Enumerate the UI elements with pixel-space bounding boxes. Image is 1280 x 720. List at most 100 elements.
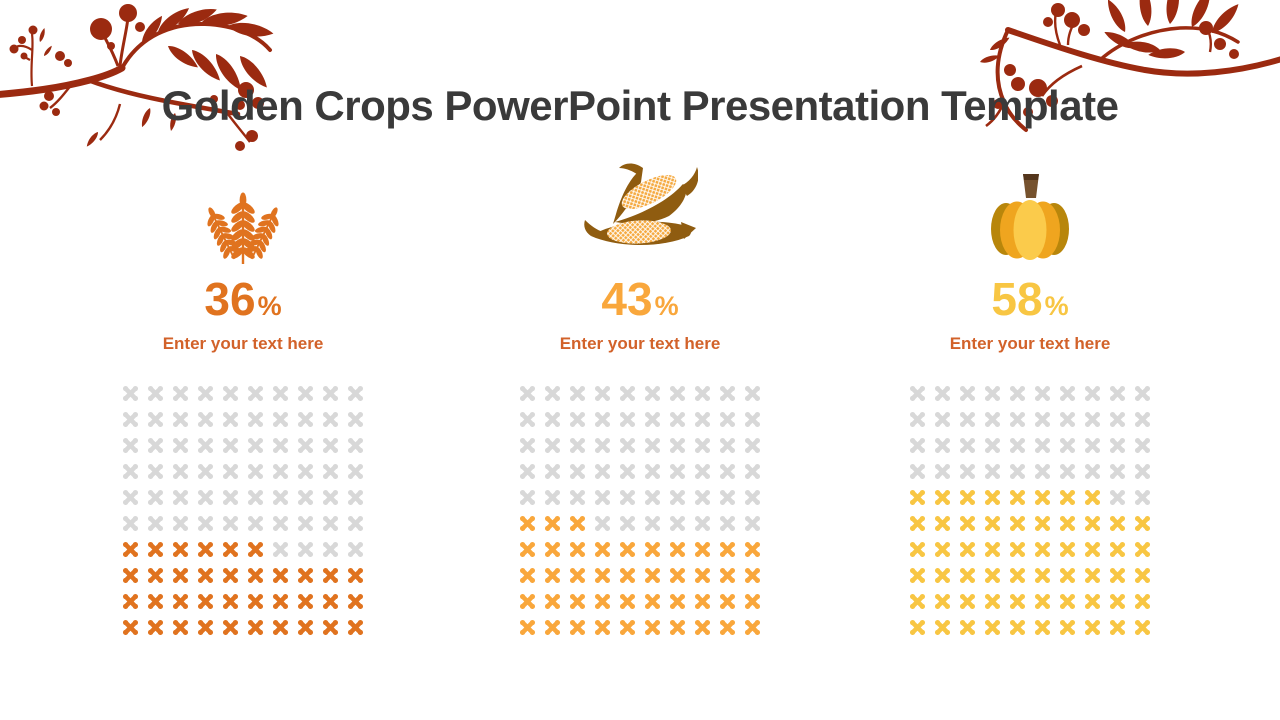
waffle-cell-filled [220,539,241,560]
waffle-cell-filled [982,591,1003,612]
waffle-cell-empty [542,487,563,508]
waffle-cell-filled [567,565,588,586]
waffle-cell-empty [295,435,316,456]
waffle-cell-empty [1132,487,1153,508]
waffle-cell-filled [517,565,538,586]
waffle-cell-filled [1057,513,1078,534]
waffle-cell-filled [667,565,688,586]
waffle-cell-filled [245,591,266,612]
waffle-cell-empty [1082,435,1103,456]
waffle-cell-filled [320,617,341,638]
waffle-cell-empty [345,383,366,404]
waffle-cell-filled [1132,539,1153,560]
waffle-cell-empty [642,461,663,482]
waffle-cell-empty [617,409,638,430]
waffle-cell-empty [692,487,713,508]
waffle-cell-filled [1007,487,1028,508]
waffle-cell-empty [592,409,613,430]
waffle-cell-filled [1057,487,1078,508]
waffle-chart-pumpkin [905,380,1155,640]
percent-value: 43% [601,276,678,322]
waffle-cell-filled [145,539,166,560]
waffle-cell-empty [120,513,141,534]
waffle-cell-empty [592,435,613,456]
waffle-cell-filled [1107,617,1128,638]
waffle-cell-filled [982,513,1003,534]
waffle-cell-empty [220,383,241,404]
waffle-cell-filled [592,565,613,586]
waffle-cell-filled [542,539,563,560]
waffle-cell-empty [692,383,713,404]
waffle-cell-filled [245,539,266,560]
waffle-cell-filled [1132,513,1153,534]
waffle-cell-filled [742,565,763,586]
waffle-cell-filled [982,487,1003,508]
waffle-cell-filled [907,617,928,638]
percent-sign: % [257,291,282,321]
waffle-cell-empty [295,513,316,534]
waffle-cell-filled [957,565,978,586]
waffle-cell-filled [617,565,638,586]
text-placeholder: Enter your text here [559,334,721,353]
waffle-cell-filled [195,591,216,612]
waffle-cell-empty [170,409,191,430]
waffle-cell-filled [692,617,713,638]
waffle-cell-empty [1107,409,1128,430]
waffle-cell-empty [270,383,291,404]
waffle-cell-empty [932,383,953,404]
waffle-cell-empty [170,435,191,456]
waffle-cell-empty [1107,383,1128,404]
waffle-cell-filled [1082,617,1103,638]
waffle-cell-filled [617,591,638,612]
stat-column-corn: 43% Enter your text here [515,158,765,640]
waffle-cell-empty [717,513,738,534]
waffle-cell-filled [592,591,613,612]
waffle-cell-filled [1082,565,1103,586]
waffle-cell-filled [1007,513,1028,534]
waffle-cell-empty [592,461,613,482]
wheat-icon [193,158,293,264]
waffle-cell-empty [592,487,613,508]
waffle-cell-filled [120,617,141,638]
waffle-cell-empty [517,435,538,456]
waffle-cell-filled [1132,591,1153,612]
waffle-cell-empty [1007,461,1028,482]
waffle-cell-empty [592,383,613,404]
waffle-cell-filled [295,591,316,612]
waffle-cell-empty [742,383,763,404]
waffle-cell-empty [517,487,538,508]
waffle-cell-filled [957,617,978,638]
percent-value: 58% [991,276,1068,322]
waffle-cell-filled [517,591,538,612]
waffle-cell-empty [692,409,713,430]
waffle-cell-empty [742,409,763,430]
waffle-cell-filled [642,565,663,586]
waffle-cell-filled [220,617,241,638]
waffle-cell-filled [220,565,241,586]
waffle-cell-empty [592,513,613,534]
waffle-cell-filled [1107,591,1128,612]
waffle-cell-empty [1132,409,1153,430]
waffle-cell-filled [1007,539,1028,560]
waffle-cell-empty [1057,461,1078,482]
corn-icon [583,158,698,264]
waffle-cell-empty [692,435,713,456]
waffle-cell-empty [320,461,341,482]
waffle-cell-empty [642,435,663,456]
waffle-cell-filled [345,617,366,638]
waffle-cell-empty [220,513,241,534]
waffle-cell-empty [320,383,341,404]
waffle-cell-empty [617,435,638,456]
waffle-cell-empty [295,487,316,508]
percent-number: 43 [601,273,653,325]
waffle-cell-filled [320,591,341,612]
stat-column-pumpkin: 58% Enter your text here [905,158,1155,640]
percent-sign: % [654,291,679,321]
waffle-cell-empty [295,383,316,404]
waffle-cell-empty [220,409,241,430]
waffle-cell-empty [542,383,563,404]
waffle-cell-empty [1057,409,1078,430]
waffle-cell-filled [120,539,141,560]
waffle-cell-empty [345,461,366,482]
waffle-cell-filled [957,539,978,560]
